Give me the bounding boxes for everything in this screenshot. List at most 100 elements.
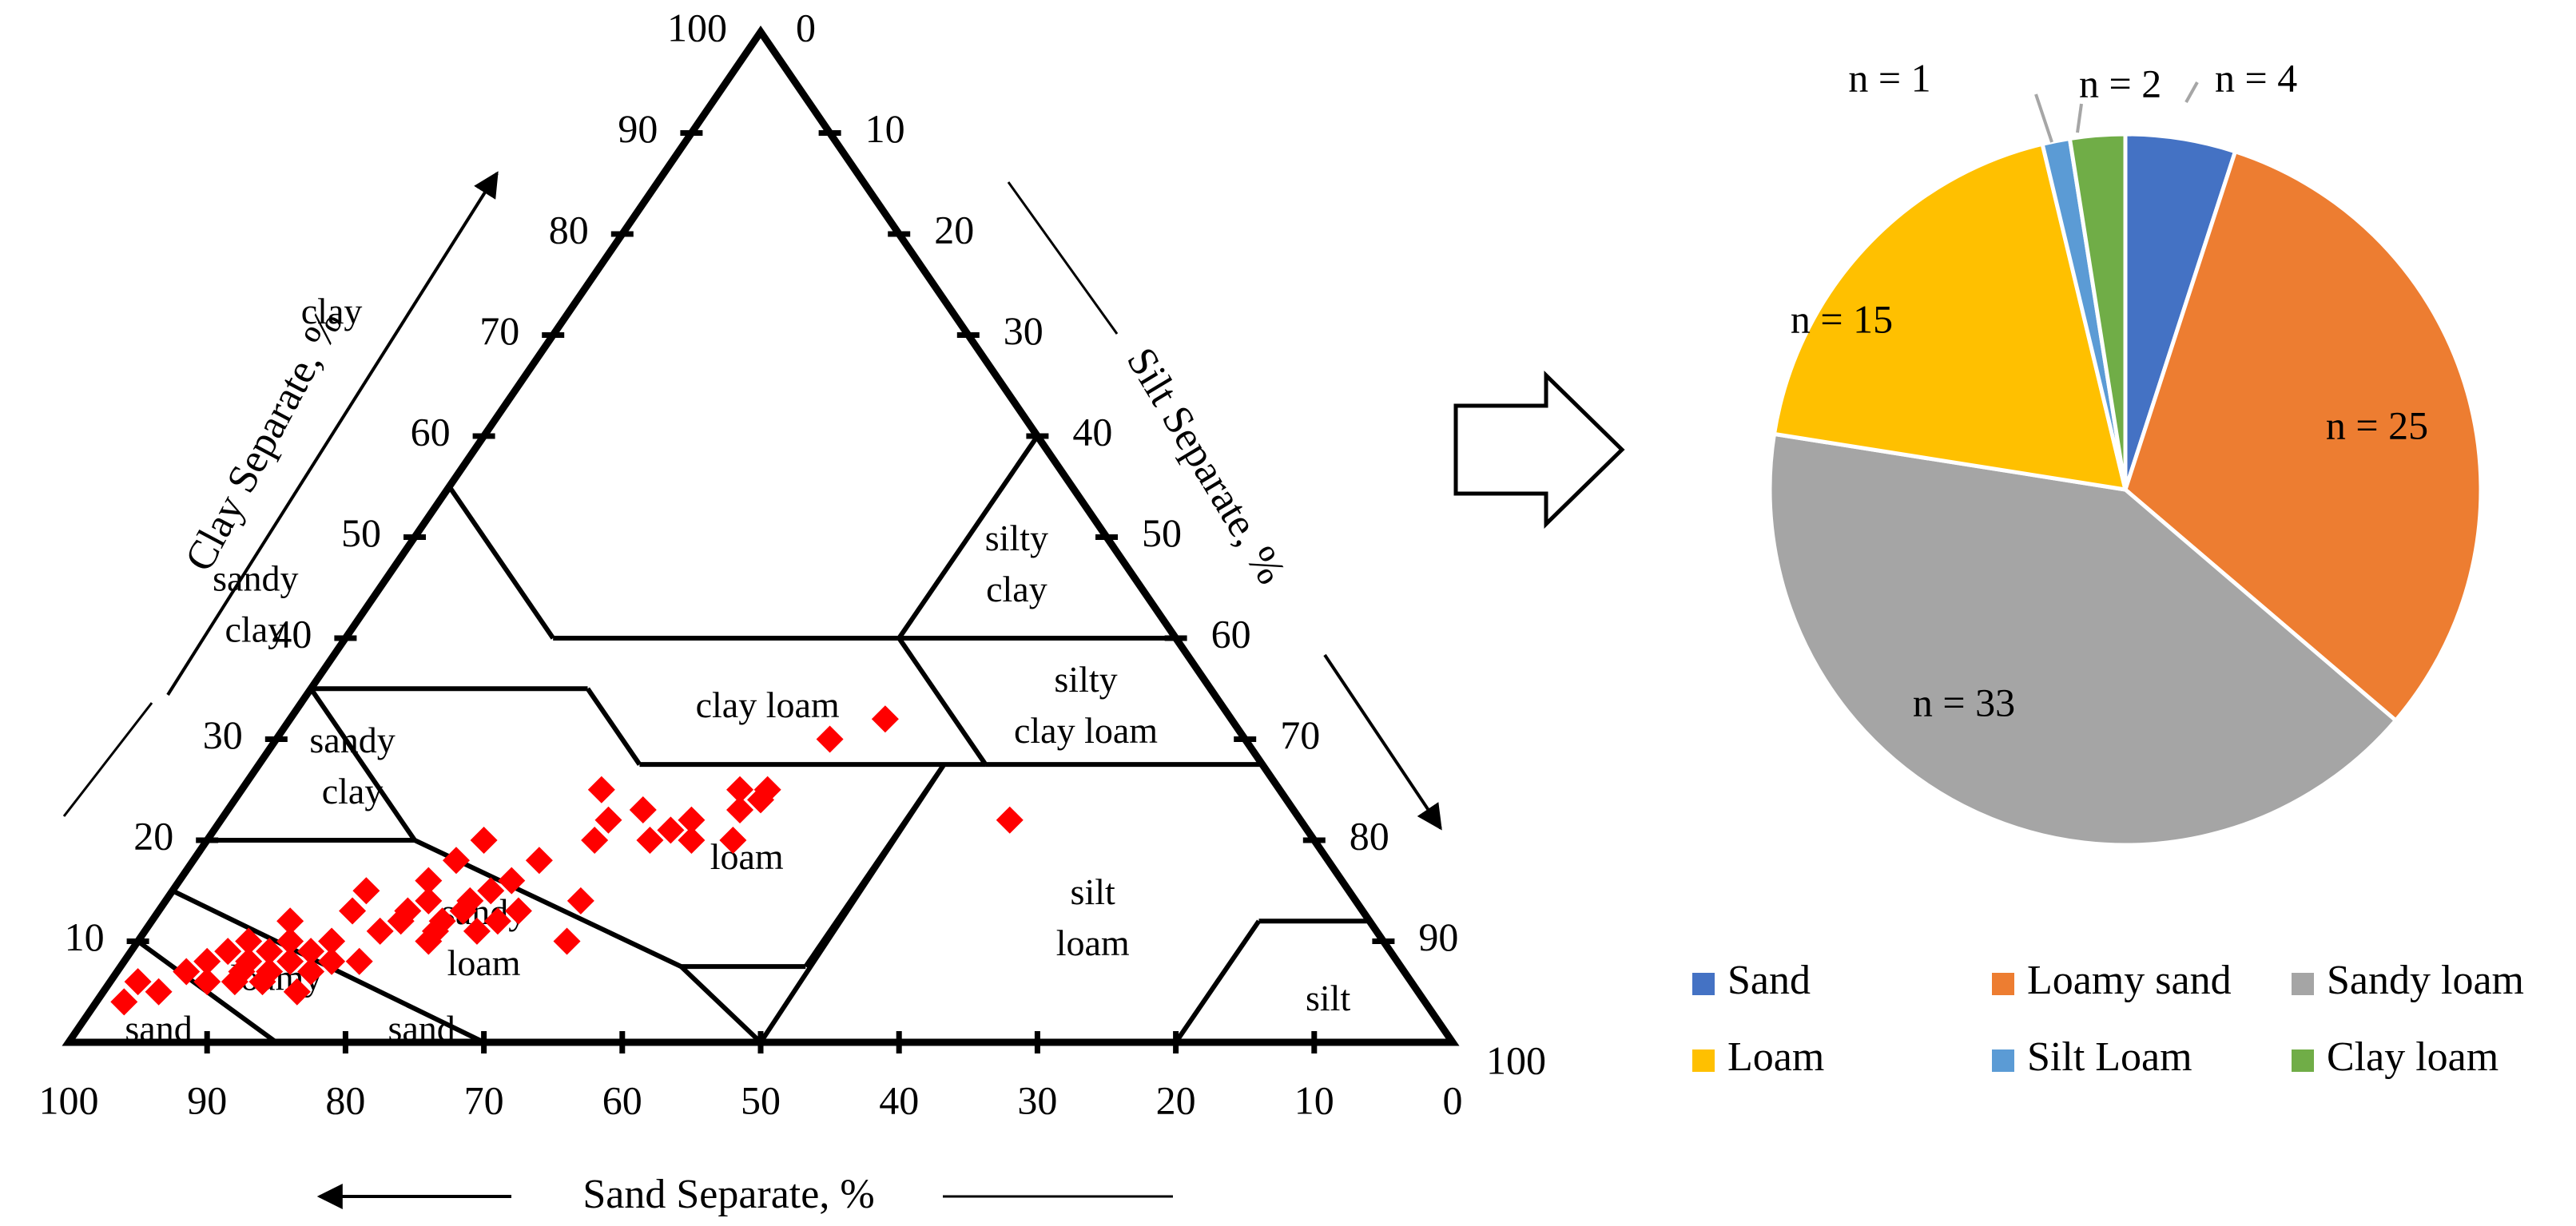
sample-point-35 [456, 887, 484, 915]
sand-tick-label-70: 70 [464, 1077, 504, 1122]
legend-swatch-sand [1692, 973, 1715, 995]
pie-slice-clay-loam [2067, 132, 2128, 490]
legend-swatch-sandy-loam [2292, 973, 2314, 995]
sand-tick-label-20: 20 [1156, 1077, 1196, 1122]
sample-point-45 [581, 827, 609, 854]
legend-label-loam: Loam [1727, 1034, 1824, 1080]
pie-label-silt-loam: n = 1 [1848, 55, 1930, 100]
sample-point-22 [345, 947, 373, 975]
silt-tick-label-50: 50 [1142, 510, 1182, 555]
pie-slice-loamy-sand [2123, 149, 2483, 724]
clay-tick-label-40: 40 [272, 611, 312, 656]
axis-ticks [126, 130, 1395, 1053]
legend-label-clay-loam: Clay loam [2327, 1034, 2498, 1080]
sample-point-4 [193, 968, 221, 996]
clay-axis-rule [62, 702, 153, 817]
clay-tick-label-60: 60 [411, 409, 451, 454]
sample-point-36 [442, 847, 470, 875]
sample-point-31 [428, 907, 456, 935]
class-boundary-1 [447, 485, 555, 640]
silt-tick-label-0: 0 [796, 5, 816, 50]
sample-point-0 [110, 988, 138, 1016]
sample-point-15 [276, 947, 304, 975]
silt-axis-arrow [1323, 653, 1442, 831]
sample-point-49 [629, 796, 657, 824]
sample-point-18 [276, 907, 304, 935]
sample-point-54 [726, 796, 754, 824]
region-label-7-1: loam [447, 942, 521, 983]
sample-point-14 [283, 978, 311, 1006]
pie-leader-line-1 [2034, 93, 2053, 143]
class-boundary-18 [1174, 919, 1261, 1044]
sample-point-38 [477, 877, 505, 905]
region-label-1-0: silty [985, 518, 1048, 558]
legend-label-sand: Sand [1727, 958, 1811, 1003]
sand-tick-label-40: 40 [879, 1077, 919, 1122]
sample-point-13 [256, 938, 284, 966]
pie-label-sand: n = 4 [2215, 55, 2297, 100]
sample-point-24 [366, 917, 394, 945]
sample-point-44 [566, 887, 594, 915]
sample-point-7 [214, 938, 242, 966]
sample-point-1 [124, 968, 152, 996]
class-boundary-4 [586, 687, 642, 766]
sample-point-58 [816, 725, 844, 753]
pie-label-loam: n = 15 [1791, 296, 1893, 341]
sample-point-48 [636, 827, 664, 854]
sample-point-51 [678, 827, 706, 854]
pie-slice-sandy-loam [1767, 431, 2399, 847]
sample-point-41 [498, 867, 526, 895]
sample-point-57 [753, 776, 781, 803]
sample-point-30 [415, 887, 443, 915]
sample-point-27 [394, 897, 422, 925]
silt-tick-label-30: 30 [1004, 308, 1044, 353]
right-arrow-icon [1453, 371, 1625, 529]
sample-point-21 [318, 927, 346, 955]
legend-swatch-clay-loam [2292, 1049, 2314, 1072]
sample-point-5 [193, 947, 221, 975]
region-label-2-1: clay [225, 609, 287, 650]
sample-point-3 [173, 958, 201, 986]
sample-point-12 [256, 958, 284, 986]
sample-point-9 [235, 947, 263, 975]
silt-axis-rule [1007, 181, 1119, 335]
sand-tick-label-100: 100 [39, 1077, 99, 1122]
sample-point-59 [871, 705, 899, 733]
legend-swatch-loamy-sand [1992, 973, 2014, 995]
clay-tick-label-20: 20 [133, 813, 173, 858]
region-label-3-0: clay loam [696, 684, 840, 725]
pie-leader-line-0 [2184, 81, 2199, 103]
clay-tick-label-10: 10 [65, 915, 105, 959]
sample-point-52 [678, 806, 706, 834]
clay-tick-label-30: 30 [203, 712, 243, 757]
class-boundary-15 [758, 763, 946, 1044]
sand-tick-label-10: 10 [1294, 1077, 1334, 1122]
legend-swatch-loam [1692, 1049, 1715, 1072]
silt-tick-label-90: 90 [1418, 915, 1458, 959]
class-boundary-8 [896, 434, 1040, 640]
sample-point-25 [352, 877, 380, 905]
pie-legend: Sand Loamy sand Sandy loam Loam Silt Loam Cla… [1692, 958, 2524, 1080]
silt-tick-label-70: 70 [1280, 712, 1320, 757]
sand-tick-label-60: 60 [602, 1077, 642, 1122]
class-boundary-6 [896, 637, 988, 766]
clay-axis-title: Clay Separate, % [177, 304, 352, 578]
sample-point-17 [297, 958, 325, 986]
pie-leader-line-2 [2076, 103, 2083, 133]
region-label-9-0: silt [1306, 978, 1350, 1018]
region-label-0-0: clay [301, 291, 363, 331]
pie-slice-loam [1771, 141, 2129, 493]
sample-point-19 [297, 938, 325, 966]
region-label-2-0: sandy [213, 558, 298, 599]
silt-tick-label-60: 60 [1211, 611, 1251, 656]
sample-point-47 [587, 776, 615, 803]
region-label-4-1: clay loam [1014, 710, 1158, 751]
sample-point-46 [594, 806, 622, 834]
region-label-12-0: sand [125, 1008, 192, 1049]
silt-tick-label-20: 20 [934, 207, 974, 252]
region-label-1-1: clay [986, 569, 1047, 609]
region-label-8-0: silt [1071, 871, 1115, 912]
